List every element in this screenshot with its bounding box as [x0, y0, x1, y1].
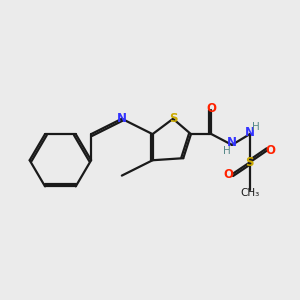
- Text: N: N: [245, 126, 255, 139]
- Text: S: S: [169, 112, 177, 125]
- Text: H: H: [252, 122, 260, 132]
- Text: N: N: [227, 136, 237, 149]
- Text: N: N: [117, 112, 127, 125]
- Text: O: O: [206, 102, 216, 115]
- Text: O: O: [266, 143, 276, 157]
- Text: O: O: [224, 168, 234, 181]
- Text: S: S: [246, 156, 254, 169]
- Text: CH₃: CH₃: [240, 188, 260, 197]
- Text: H: H: [224, 146, 231, 155]
